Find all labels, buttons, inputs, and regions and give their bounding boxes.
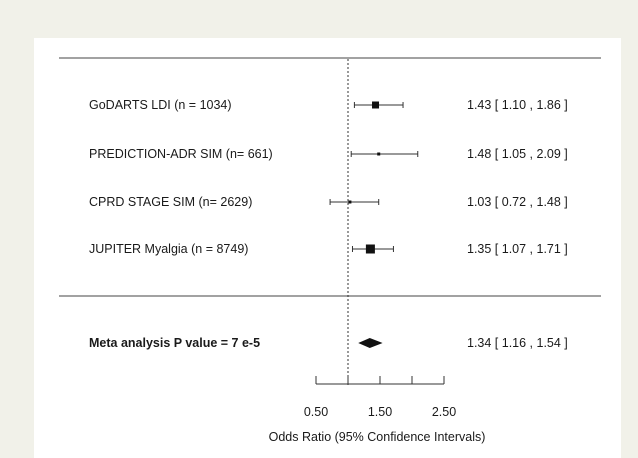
point-estimate — [365, 244, 375, 254]
study-label: GoDARTS LDI (n = 1034) — [89, 98, 232, 112]
point-estimate — [348, 200, 352, 204]
point-estimate — [377, 152, 381, 156]
x-axis-label: Odds Ratio (95% Confidence Intervals) — [269, 430, 486, 444]
ci-text: 1.43 [ 1.10 , 1.86 ] — [467, 98, 568, 112]
x-tick-label: 0.50 — [304, 405, 328, 419]
ci-text: 1.48 [ 1.05 , 2.09 ] — [467, 147, 568, 161]
x-tick-label: 1.50 — [368, 405, 392, 419]
study-label: CPRD STAGE SIM (n= 2629) — [89, 195, 252, 209]
summary-label: Meta analysis P value = 7 e-5 — [89, 336, 260, 350]
forest-plot: GoDARTS LDI (n = 1034) 1.43 [ 1.10 , 1.86… — [59, 57, 601, 444]
summary-diamond — [358, 338, 383, 348]
study-label: JUPITER Myalgia (n = 8749) — [89, 242, 248, 256]
x-tick-label: 2.50 — [432, 405, 456, 419]
ci-text: 1.35 [ 1.07 , 1.71 ] — [467, 242, 568, 256]
chart-panel: GoDARTS LDI (n = 1034) 1.43 [ 1.10 , 1.86… — [34, 38, 621, 458]
summary-ci-text: 1.34 [ 1.16 , 1.54 ] — [467, 336, 568, 350]
point-estimate — [372, 101, 380, 109]
study-label: PREDICTION-ADR SIM (n= 661) — [89, 147, 273, 161]
ci-text: 1.03 [ 0.72 , 1.48 ] — [467, 195, 568, 209]
